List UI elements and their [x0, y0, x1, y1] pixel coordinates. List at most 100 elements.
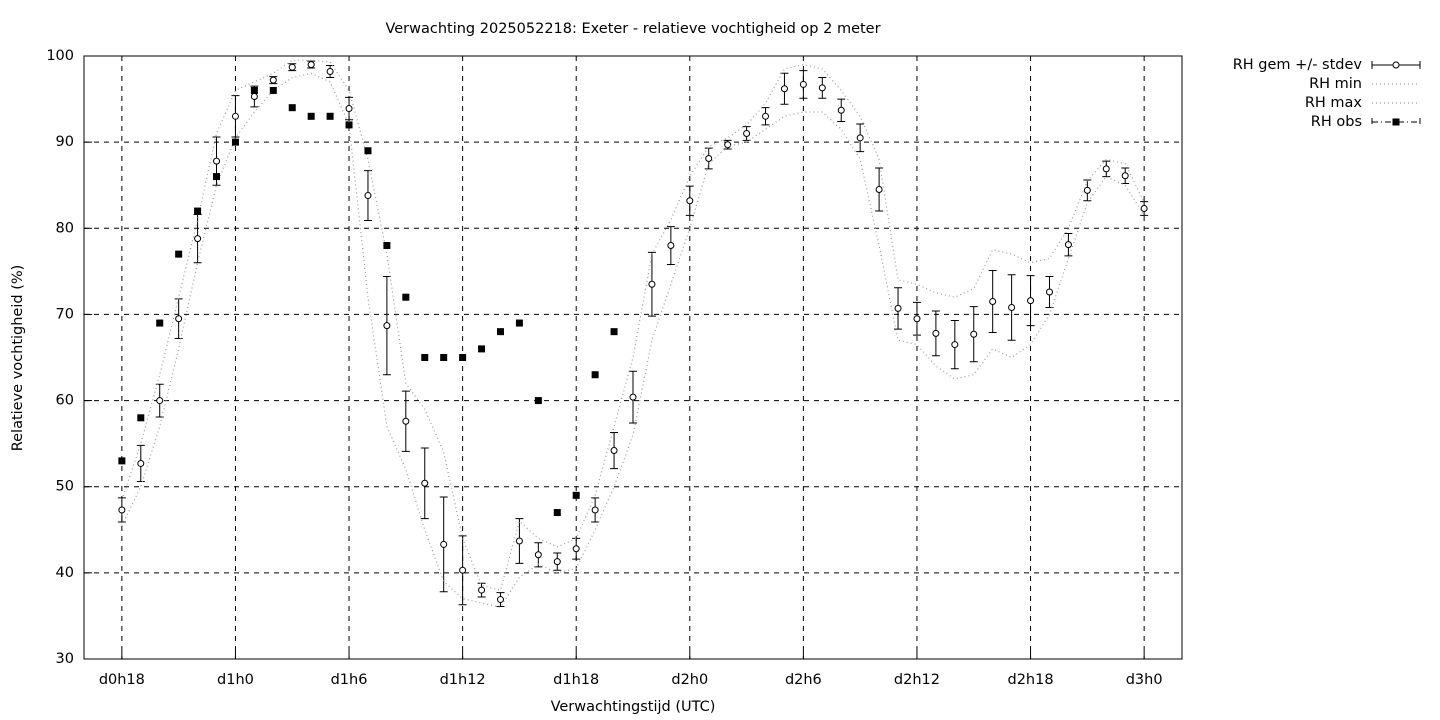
- obs-point: [288, 104, 296, 112]
- obs-point: [440, 354, 448, 361]
- mean-point: [194, 235, 202, 243]
- mean-point: [213, 157, 221, 165]
- obs-point: [496, 328, 504, 336]
- mean-point: [1064, 241, 1072, 249]
- mean-point: [440, 540, 448, 548]
- y-tick-label: 70: [56, 306, 74, 322]
- legend-label: RH min: [1309, 76, 1362, 92]
- x-tick-label: d1h6: [331, 672, 368, 688]
- mean-point: [364, 192, 372, 200]
- obs-point: [553, 509, 561, 517]
- mean-point: [1027, 297, 1035, 305]
- mean-point: [1102, 165, 1110, 173]
- mean-point: [705, 155, 713, 163]
- mean-point: [762, 112, 770, 120]
- legend-label: RH max: [1305, 95, 1363, 111]
- mean-point: [667, 242, 675, 250]
- obs-point: [269, 86, 277, 94]
- range-line: [121, 59, 1145, 591]
- obs-point: [194, 207, 202, 215]
- legend-swatch: [1392, 61, 1400, 69]
- obs-point: [137, 414, 145, 422]
- x-tick-label: d2h12: [894, 672, 940, 688]
- mean-point: [553, 558, 561, 566]
- y-tick-label: 40: [56, 565, 74, 581]
- mean-point: [402, 417, 410, 425]
- obs-point: [383, 242, 391, 250]
- mean-point: [345, 105, 353, 113]
- obs-point: [326, 112, 334, 120]
- mean-point: [288, 63, 296, 71]
- y-tick-label: 60: [56, 393, 74, 409]
- obs-point: [307, 112, 315, 120]
- x-tick-label: d1h12: [440, 672, 486, 688]
- mean-point: [856, 134, 864, 142]
- x-tick-label: d2h18: [1008, 672, 1054, 688]
- legend-swatch: [1371, 118, 1421, 126]
- mean-point: [837, 106, 845, 114]
- obs-point: [345, 121, 353, 129]
- mean-point: [307, 61, 315, 69]
- obs-point: [515, 319, 523, 327]
- obs-point: [364, 147, 372, 155]
- mean-point: [572, 545, 580, 553]
- mean-point: [932, 329, 940, 337]
- y-tick-label: 90: [56, 134, 74, 150]
- mean-point: [894, 304, 902, 312]
- obs-point: [572, 491, 580, 499]
- mean-point: [648, 280, 656, 288]
- obs-point: [402, 293, 410, 301]
- legend-label: RH obs: [1311, 114, 1362, 130]
- mean-point: [629, 393, 637, 401]
- y-axis-label: Relatieve vochtigheid (%): [10, 265, 26, 452]
- x-axis-label: Verwachtingstijd (UTC): [551, 699, 716, 715]
- x-tick-label: d0h18: [99, 672, 145, 688]
- mean-point: [383, 322, 391, 330]
- mean-point: [156, 397, 164, 405]
- obs-point: [534, 397, 542, 405]
- mean-point: [515, 537, 523, 545]
- chart-title: Verwachting 2025052218: Exeter - relatie…: [385, 21, 880, 37]
- mean-point: [231, 112, 239, 120]
- y-tick-label: 100: [46, 48, 74, 64]
- mean-point: [137, 459, 145, 467]
- mean-point: [250, 92, 258, 100]
- legend-label: RH gem +/- stdev: [1233, 57, 1363, 73]
- mean-point: [459, 566, 467, 574]
- mean-point: [496, 596, 504, 604]
- mean-point: [1121, 172, 1129, 180]
- mean-point: [1008, 304, 1016, 312]
- y-tick-label: 50: [56, 479, 74, 495]
- x-tick-label: d3h0: [1126, 672, 1163, 688]
- obs-point: [175, 250, 183, 258]
- mean-point: [118, 506, 126, 514]
- mean-point: [610, 447, 618, 455]
- obs-point: [610, 328, 618, 336]
- mean-point: [780, 85, 788, 93]
- mean-point: [421, 479, 429, 487]
- mean-point: [951, 341, 959, 349]
- mean-point: [913, 315, 921, 323]
- y-tick-label: 80: [56, 220, 74, 236]
- obs-point: [213, 173, 221, 181]
- obs-point: [118, 457, 126, 465]
- mean-point: [1140, 204, 1148, 212]
- mean-point: [1083, 186, 1091, 194]
- mean-point: [1045, 288, 1053, 296]
- mean-point: [534, 551, 542, 559]
- mean-point: [989, 298, 997, 306]
- mean-point: [818, 84, 826, 92]
- mean-point: [970, 330, 978, 338]
- obs-point: [231, 138, 239, 146]
- range-line: [121, 72, 1145, 608]
- y-tick-label: 30: [56, 651, 74, 667]
- mean-point: [799, 80, 807, 88]
- x-tick-label: d2h0: [671, 672, 708, 688]
- obs-point: [591, 371, 599, 379]
- x-tick-label: d2h6: [785, 672, 822, 688]
- mean-point: [743, 130, 751, 138]
- legend-swatch: [1392, 118, 1400, 126]
- obs-point: [250, 86, 258, 94]
- mean-point: [724, 141, 732, 149]
